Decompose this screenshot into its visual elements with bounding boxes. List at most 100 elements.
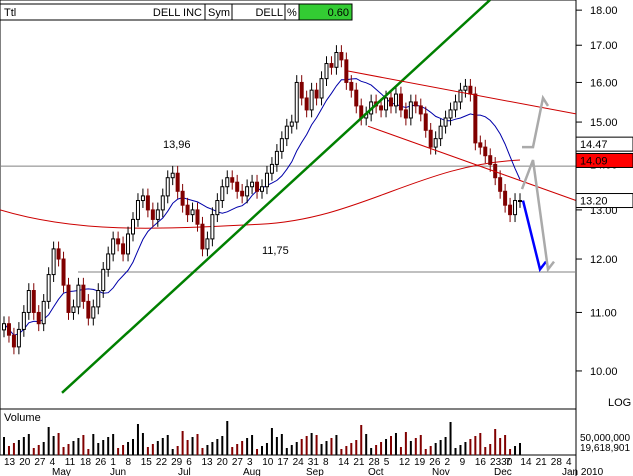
x-month-label: Aug bbox=[243, 467, 261, 476]
candle-body bbox=[463, 85, 468, 91]
volume-bar bbox=[320, 444, 323, 455]
x-day-label: 2330 bbox=[490, 457, 513, 468]
price-label-text: 13.20 bbox=[580, 196, 608, 208]
candle-body bbox=[170, 172, 175, 179]
volume-bar bbox=[504, 435, 507, 455]
projection-up-arrow bbox=[522, 94, 550, 149]
company-name: DELL INC bbox=[153, 7, 202, 19]
x-day-label: 27 bbox=[232, 457, 244, 468]
volume-bar bbox=[122, 445, 125, 455]
candle-body bbox=[26, 290, 31, 313]
annotations: 13,96 11,75 bbox=[163, 139, 289, 257]
volume-bar bbox=[275, 437, 278, 455]
candle-body bbox=[264, 172, 269, 188]
x-day-label: 13 bbox=[4, 457, 16, 468]
candlesticks bbox=[2, 45, 522, 355]
y-tick-label: 16.00 bbox=[590, 77, 618, 89]
candle-body bbox=[165, 177, 170, 197]
volume-bar bbox=[380, 442, 383, 455]
volume-bar bbox=[509, 449, 512, 455]
volume-bar bbox=[206, 445, 209, 455]
x-day-label: 8 bbox=[323, 457, 329, 468]
candle-body bbox=[508, 204, 513, 216]
candle-body bbox=[384, 97, 389, 111]
volume-bar bbox=[141, 433, 144, 455]
x-day-label: 28 bbox=[551, 457, 563, 468]
candle-body bbox=[488, 155, 493, 165]
candle-body bbox=[458, 89, 463, 103]
volume-bar bbox=[52, 436, 55, 455]
x-day-label: 16 bbox=[475, 457, 487, 468]
x-day-label: 12 bbox=[399, 457, 411, 468]
candle-body bbox=[190, 209, 195, 216]
candle-body bbox=[274, 150, 279, 165]
volume-bar bbox=[335, 435, 338, 455]
candle-body bbox=[314, 89, 319, 99]
volume-bar bbox=[340, 449, 343, 455]
candle-body bbox=[31, 290, 36, 313]
candle-body bbox=[413, 101, 418, 107]
candle-body bbox=[36, 311, 41, 325]
volume-bar bbox=[12, 443, 15, 455]
x-day-label: 11 bbox=[65, 457, 76, 468]
level-annotation: 13,96 bbox=[163, 139, 191, 151]
volume-bar bbox=[7, 446, 10, 455]
volume-bar bbox=[241, 441, 244, 455]
volume-bar bbox=[459, 445, 462, 455]
header-bar: Ttl DELL INC Sym DELL % 0.60 bbox=[0, 3, 353, 21]
candle-body bbox=[389, 97, 393, 107]
x-day-label: 18 bbox=[80, 457, 92, 468]
candle-body bbox=[91, 306, 96, 319]
x-month-label: Jul bbox=[178, 467, 191, 476]
volume-bar bbox=[87, 449, 90, 455]
candle-body bbox=[155, 209, 160, 220]
candle-body bbox=[220, 186, 225, 202]
candle-body bbox=[2, 323, 6, 331]
volume-bar bbox=[37, 445, 40, 455]
candle-body bbox=[513, 200, 518, 216]
volume-bar bbox=[102, 440, 105, 455]
y-tick-label: 10.00 bbox=[590, 366, 618, 378]
candle-body bbox=[96, 290, 101, 308]
candle-body bbox=[205, 238, 210, 250]
x-day-label: 20 bbox=[19, 457, 31, 468]
x-day-label: 14 bbox=[338, 457, 350, 468]
channel-lower-line bbox=[367, 125, 577, 201]
candle-body bbox=[185, 204, 190, 216]
candle-body bbox=[175, 172, 180, 192]
candle-body bbox=[433, 138, 438, 148]
volume-bar bbox=[161, 438, 164, 455]
candle-body bbox=[111, 238, 116, 255]
volume-bar bbox=[72, 441, 75, 455]
volume-bar bbox=[112, 434, 115, 455]
volume-bar bbox=[315, 435, 318, 455]
candle-body bbox=[66, 284, 71, 313]
level-annotation: 11,75 bbox=[262, 245, 289, 257]
x-day-label: 19 bbox=[414, 457, 426, 468]
volume-bar bbox=[370, 448, 373, 455]
candle-body bbox=[6, 323, 11, 336]
candle-body bbox=[309, 89, 314, 111]
y-tick-label: 11.00 bbox=[590, 307, 617, 319]
candle-body bbox=[76, 284, 81, 308]
volume-bar bbox=[256, 449, 259, 455]
volume-bar bbox=[107, 437, 110, 455]
x-day-label: 2 bbox=[444, 457, 450, 468]
candle-body bbox=[46, 274, 51, 302]
volume-bar bbox=[494, 429, 497, 455]
candle-body bbox=[518, 200, 522, 203]
y-tick-label: 15.00 bbox=[590, 117, 618, 129]
candle-body bbox=[150, 209, 155, 220]
x-month-label: Dec bbox=[494, 467, 512, 476]
volume-bar bbox=[201, 448, 204, 455]
volume-bar bbox=[22, 437, 25, 455]
price-labels: 14.47 14.09 13.20 bbox=[575, 136, 633, 209]
candle-body bbox=[101, 268, 106, 292]
x-day-label: 15 bbox=[141, 457, 153, 468]
x-day-label: 29 bbox=[171, 457, 183, 468]
candle-body bbox=[81, 284, 86, 302]
volume-bar bbox=[136, 424, 139, 455]
candle-body bbox=[438, 125, 443, 140]
